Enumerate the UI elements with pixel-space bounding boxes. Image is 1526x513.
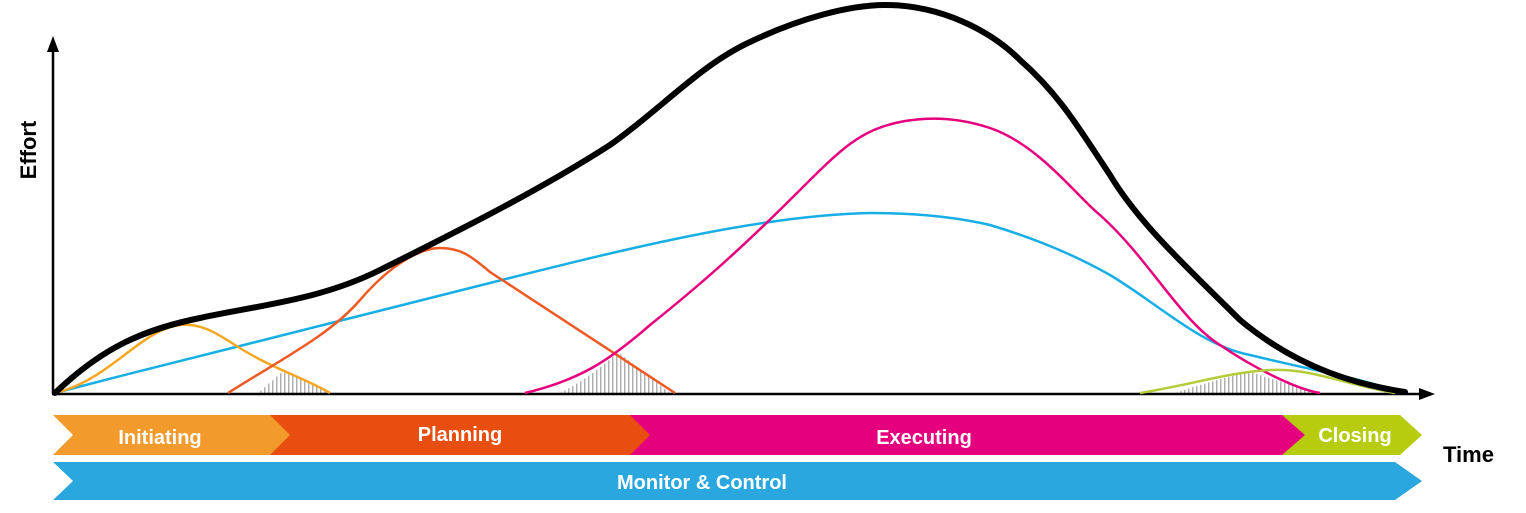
- x-axis-arrow-icon: [1419, 388, 1435, 400]
- phase-label-closing: Closing: [1318, 425, 1391, 447]
- overlap-hatch-executing-closing: [1175, 372, 1320, 393]
- curve-planning: [227, 246, 676, 395]
- x-axis-label: Time: [1443, 442, 1494, 467]
- monitor-control-label: Monitor & Control: [617, 472, 787, 494]
- curve-closing: [1139, 368, 1396, 395]
- overlap-hatch-initiating-planning: [258, 372, 330, 393]
- curve-initiating: [54, 323, 331, 395]
- phase-label-executing: Executing: [876, 427, 972, 449]
- overlap-hatch-planning-executing: [560, 352, 670, 393]
- phase-initiating: Initiating: [53, 415, 295, 455]
- phase-planning: Planning: [270, 415, 655, 455]
- phase-label-initiating: Initiating: [118, 427, 201, 449]
- y-axis-arrow-icon: [47, 36, 59, 52]
- phase-closing: Closing: [1282, 415, 1422, 455]
- y-axis-label: Effort: [16, 120, 41, 179]
- curve-total-effort: [52, 1, 1408, 396]
- phase-label-planning: Planning: [418, 424, 502, 446]
- phase-executing: Executing: [630, 415, 1305, 455]
- monitor-control-band: Monitor & Control: [53, 462, 1422, 500]
- curve-executing: [524, 117, 1321, 395]
- curve-monitor-control: [54, 211, 1401, 395]
